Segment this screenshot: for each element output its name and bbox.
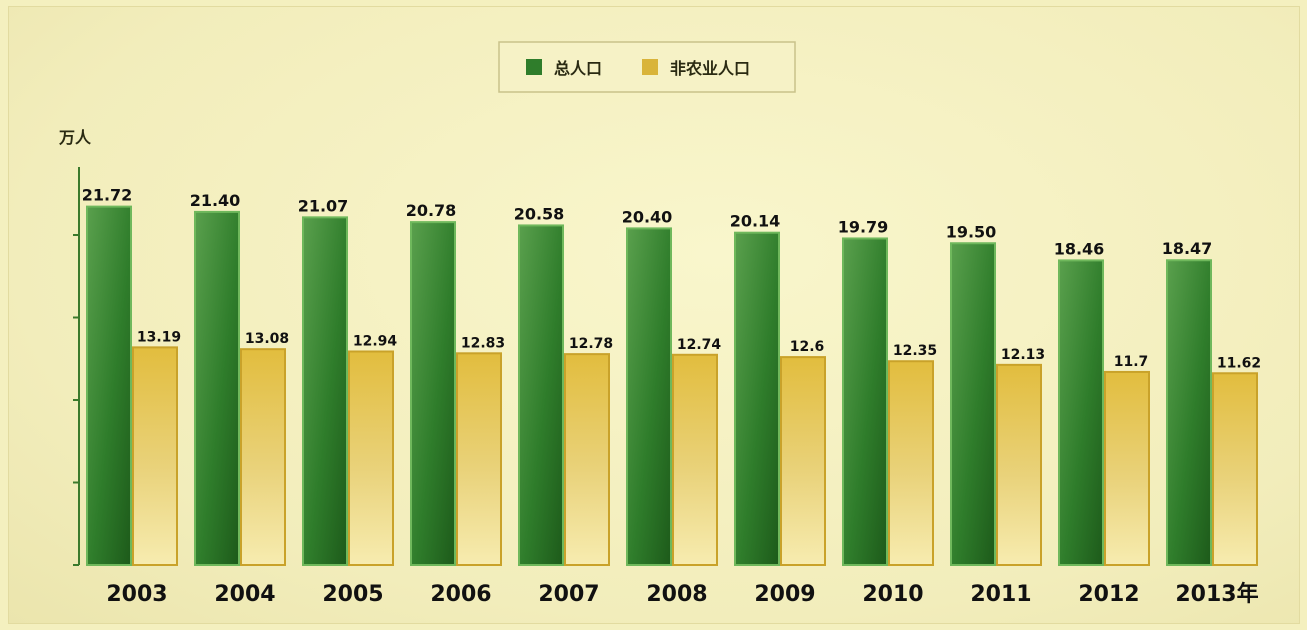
value-label-non-agri-population: 12.35 xyxy=(893,343,937,359)
bar-total-population xyxy=(1167,260,1211,565)
bar-total-population xyxy=(843,238,887,565)
bar-total-population xyxy=(1059,260,1103,565)
bar-non-agri-population xyxy=(349,351,393,565)
legend: 总人口 非农业人口 xyxy=(499,42,795,92)
bar-non-agri-population xyxy=(457,353,501,565)
value-label-total-population: 20.40 xyxy=(622,207,673,226)
value-label-non-agri-population: 12.83 xyxy=(461,335,505,351)
value-label-total-population: 18.46 xyxy=(1054,239,1105,258)
bar-non-agri-population xyxy=(781,357,825,565)
x-axis-labels: 2003 2004 2005 2006 2007 2008 2009 2010 2011 2012… xyxy=(106,581,1258,607)
x-axis-category-label: 2013年 xyxy=(1175,581,1258,607)
bar-non-agri-population xyxy=(565,354,609,565)
bar-total-population xyxy=(303,217,347,565)
value-label-non-agri-population: 12.78 xyxy=(569,336,613,352)
y-axis-unit-label: 万人 xyxy=(58,128,92,147)
legend-label-non-agri-population: 非农业人口 xyxy=(670,59,750,78)
legend-label-total-population: 总人口 xyxy=(554,59,602,78)
population-bar-chart: 总人口 非农业人口 万人 21.72 13.19 21.40 13.08 21.07 12… xyxy=(9,7,1299,623)
bar-total-population xyxy=(411,222,455,565)
x-axis-category-label: 2003 xyxy=(106,582,167,607)
value-label-non-agri-population: 12.6 xyxy=(790,339,825,355)
bar-total-population xyxy=(735,233,779,565)
bars xyxy=(87,207,1257,565)
bar-non-agri-population xyxy=(889,361,933,565)
legend-swatch-non-agri-population xyxy=(642,59,658,75)
x-axis-category-label: 2011 xyxy=(970,582,1031,607)
bar-total-population xyxy=(627,228,671,565)
x-axis-category-label: 2012 xyxy=(1078,582,1139,607)
value-label-non-agri-population: 13.19 xyxy=(137,329,181,345)
bar-non-agri-population xyxy=(673,355,717,565)
bar-non-agri-population xyxy=(997,365,1041,565)
bar-non-agri-population xyxy=(1105,372,1149,565)
x-axis-category-label: 2005 xyxy=(322,582,383,607)
value-label-total-population: 20.14 xyxy=(730,212,781,231)
legend-swatch-total-population xyxy=(526,59,542,75)
value-label-total-population: 21.40 xyxy=(190,191,241,210)
x-axis-category-label: 2008 xyxy=(646,582,707,607)
value-label-total-population: 19.79 xyxy=(838,217,889,236)
value-label-non-agri-population: 12.94 xyxy=(353,333,398,349)
bar-non-agri-population xyxy=(241,349,285,565)
bar-total-population xyxy=(951,243,995,565)
x-axis-category-label: 2009 xyxy=(754,582,815,607)
bar-total-population xyxy=(195,212,239,565)
x-axis-category-label: 2007 xyxy=(538,582,599,607)
value-label-non-agri-population: 11.62 xyxy=(1217,355,1261,371)
bar-total-population xyxy=(519,225,563,565)
value-label-total-population: 18.47 xyxy=(1162,239,1213,258)
value-label-total-population: 21.07 xyxy=(298,196,349,215)
x-axis-category-label: 2006 xyxy=(430,582,491,607)
value-label-non-agri-population: 12.13 xyxy=(1001,347,1045,363)
bar-non-agri-population xyxy=(133,347,177,565)
y-axis xyxy=(73,167,79,565)
bar-total-population xyxy=(87,207,131,565)
value-label-total-population: 21.72 xyxy=(82,186,133,205)
x-axis-category-label: 2004 xyxy=(214,582,275,607)
value-label-total-population: 20.58 xyxy=(514,204,565,223)
value-label-non-agri-population: 12.74 xyxy=(677,337,722,353)
value-label-total-population: 20.78 xyxy=(406,201,457,220)
value-label-non-agri-population: 13.08 xyxy=(245,331,289,347)
x-axis-category-label: 2010 xyxy=(862,582,923,607)
value-label-non-agri-population: 11.7 xyxy=(1114,354,1149,370)
value-label-total-population: 19.50 xyxy=(946,222,997,241)
chart-panel: 总人口 非农业人口 万人 21.72 13.19 21.40 13.08 21.07 12… xyxy=(8,6,1300,624)
bar-non-agri-population xyxy=(1213,373,1257,565)
